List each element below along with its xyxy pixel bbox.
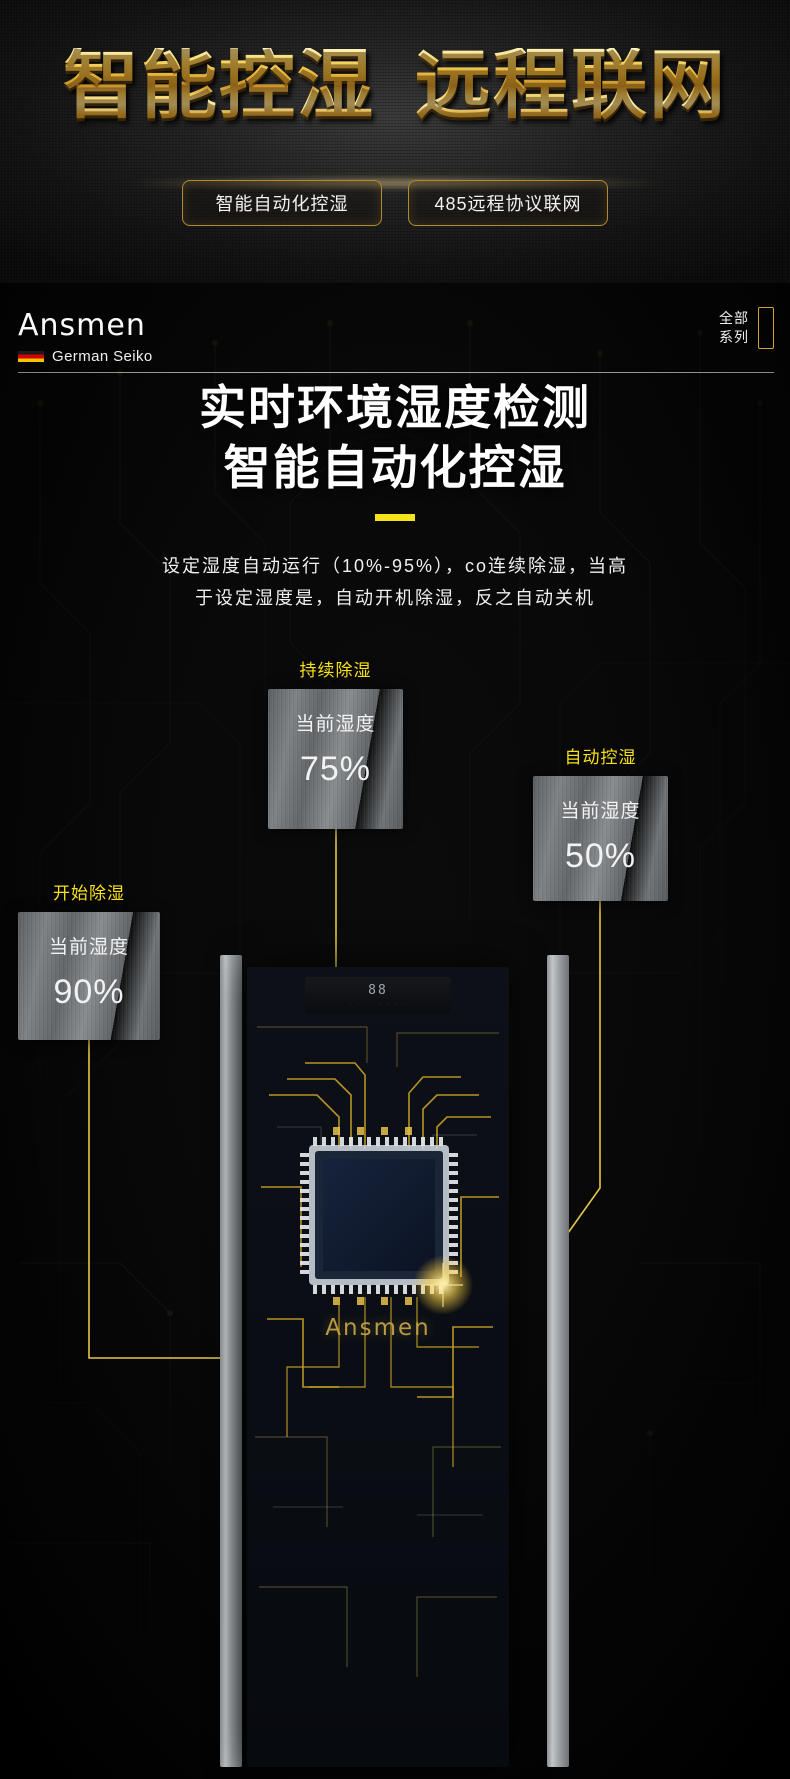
series-badge-box-icon (758, 307, 774, 349)
callout-start-dehumidify: 开始除湿 当前湿度 90% (18, 879, 160, 1040)
brand-wordmark: Ansmen (18, 308, 146, 343)
device-display-screen: 88 · · · · · · · · (305, 977, 451, 1013)
series-badge-line2: 系列 (719, 329, 749, 345)
hero-glow (115, 176, 675, 190)
callout-continuous-dehumidify: 持续除湿 当前湿度 75% (268, 656, 403, 829)
device-left-rail (220, 955, 242, 1767)
hero-title: 智能控湿 远程联网 (0, 48, 790, 124)
main-body: Ansmen German Seiko 全部 系列 实时环境湿度检测 智能自动化… (0, 283, 790, 1779)
humidity-card-continuous-label: 当前湿度 (295, 714, 376, 735)
section-lead-line1: 设定湿度自动运行（10%-95%），co连续除湿，当高 (161, 556, 629, 576)
hero-tag-smart-humidity[interactable]: 智能自动化控湿 (182, 180, 382, 226)
section-heading: 实时环境湿度检测 智能自动化控湿 (0, 378, 790, 522)
hero-banner: 智能控湿 远程联网 智能自动化控湿 485远程协议联网 (0, 0, 790, 283)
brand-divider (18, 372, 774, 373)
section-lead-line2: 于设定湿度是，自动开机除湿，反之自动关机 (195, 587, 595, 608)
humidity-card-continuous-value: 75% (299, 750, 372, 788)
brand-tagline: German Seiko (52, 348, 153, 365)
section-lead-text: 设定湿度自动运行（10%-95%），co连续除湿，当高 于设定湿度是，自动开机除… (46, 551, 744, 614)
humidity-card-auto-value: 50% (564, 837, 637, 875)
german-flag-icon (18, 351, 44, 362)
device-display-ticks: · · · · · · · · (349, 1001, 407, 1007)
callout-continuous-label: 持续除湿 (299, 661, 372, 680)
humidity-card-auto: 当前湿度 50% (533, 776, 668, 901)
section-heading-line1: 实时环境湿度检测 (199, 381, 591, 434)
product-device-image: 88 · · · · · · · · Ansmen (215, 955, 575, 1779)
section-heading-line2: 智能自动化控湿 (223, 441, 567, 495)
device-brand-label: Ansmen (325, 1315, 431, 1341)
series-badge[interactable]: 全部 系列 (719, 307, 774, 349)
brand-tagline-row: German Seiko (18, 348, 153, 365)
humidity-card-start: 当前湿度 90% (18, 912, 160, 1040)
hero-title-right: 远程联网 (415, 43, 727, 128)
device-pcb-artwork (247, 967, 509, 1767)
hero-tag-485-network[interactable]: 485远程协议联网 (408, 180, 608, 226)
device-display-digits: 88 (368, 983, 388, 998)
series-badge-line1: 全部 (719, 310, 749, 327)
device-front-panel: 88 · · · · · · · · Ansmen (247, 967, 509, 1767)
callout-auto-humidity-control: 自动控湿 当前湿度 50% (533, 743, 668, 901)
hero-title-left: 智能控湿 (63, 43, 375, 128)
callout-start-label: 开始除湿 (53, 884, 125, 903)
hero-tag-list: 智能自动化控湿 485远程协议联网 (0, 180, 790, 226)
series-badge-text: 全部 系列 (719, 309, 749, 347)
heading-accent-divider (375, 514, 415, 522)
humidity-card-start-label: 当前湿度 (48, 937, 129, 958)
humidity-card-auto-label: 当前湿度 (560, 801, 641, 822)
humidity-card-continuous: 当前湿度 75% (268, 689, 403, 829)
device-right-rail (547, 955, 569, 1767)
brand-logo[interactable]: Ansmen German Seiko (18, 311, 153, 365)
brand-bar: Ansmen German Seiko 全部 系列 (0, 303, 790, 385)
humidity-card-start-value: 90% (53, 973, 125, 1011)
callout-auto-label: 自动控湿 (564, 748, 637, 767)
